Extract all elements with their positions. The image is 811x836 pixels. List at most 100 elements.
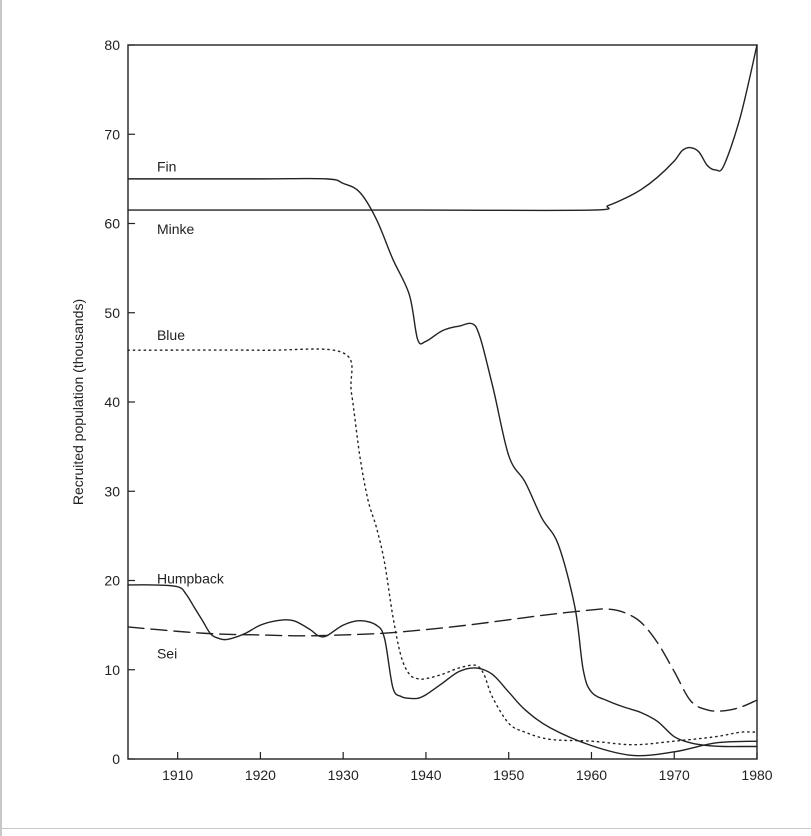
data-point-fin — [176, 177, 180, 181]
data-point-minke — [606, 204, 610, 208]
data-point-sei — [300, 634, 304, 638]
data-point-sei — [656, 641, 660, 645]
x-tick-label: 1950 — [493, 767, 524, 783]
data-point-sei — [623, 611, 627, 615]
data-point-fin — [606, 699, 610, 703]
data-point-sei — [755, 698, 759, 702]
data-point-fin — [672, 735, 676, 739]
data-point-sei — [465, 623, 469, 627]
data-point-sei — [672, 670, 676, 674]
series-minke — [127, 43, 759, 212]
series-layer — [126, 43, 759, 757]
data-point-minke — [656, 175, 660, 179]
data-point-humpback — [548, 726, 552, 730]
series-sei — [127, 608, 759, 713]
data-point-blue — [672, 739, 676, 743]
data-point-minke — [689, 146, 693, 150]
data-point-sei — [258, 633, 262, 637]
series-label-fin: Fin — [157, 158, 176, 174]
data-point-blue — [714, 735, 718, 739]
data-point-fin — [457, 324, 461, 328]
data-point-sei — [738, 705, 742, 709]
data-point-fin — [581, 668, 585, 672]
data-point-sei — [689, 699, 693, 703]
data-point-blue — [482, 672, 486, 676]
data-point-fin — [126, 177, 130, 181]
series-label-humpback: Humpback — [157, 571, 225, 587]
y-tick-label: 80 — [104, 37, 120, 53]
data-point-fin — [407, 293, 411, 297]
data-point-humpback — [589, 744, 593, 748]
data-point-blue — [374, 525, 378, 529]
series-labels: Fin Minke Blue Humpback Sei — [157, 158, 225, 661]
data-point-humpback — [151, 583, 155, 587]
y-tick-label: 40 — [104, 394, 120, 410]
data-point-fin — [573, 605, 577, 609]
data-point-humpback — [457, 670, 461, 674]
data-point-blue — [490, 695, 494, 699]
data-point-fin — [490, 382, 494, 386]
series-line-fin — [127, 177, 758, 748]
data-point-fin — [441, 329, 445, 333]
data-point-humpback — [292, 619, 296, 623]
data-point-humpback — [755, 739, 759, 743]
data-point-blue — [548, 737, 552, 741]
y-tick-label: 60 — [104, 216, 120, 232]
data-point-humpback — [672, 750, 676, 754]
data-point-sei — [705, 708, 709, 712]
data-point-blue — [126, 348, 130, 352]
x-tick-label: 1920 — [245, 767, 276, 783]
y-tick-label: 30 — [104, 483, 120, 499]
data-point-humpback — [416, 696, 420, 700]
data-point-blue — [399, 654, 403, 658]
data-point-humpback — [225, 637, 229, 641]
data-point-sei — [722, 709, 726, 713]
data-point-minke — [722, 163, 726, 167]
data-point-fin — [325, 177, 329, 181]
series-fin — [126, 177, 759, 749]
data-point-sei — [176, 629, 180, 633]
x-tick-label: 1940 — [410, 767, 441, 783]
data-point-humpback — [358, 619, 362, 623]
series-label-blue: Blue — [157, 327, 185, 343]
data-point-fin — [556, 543, 560, 547]
data-point-sei — [424, 628, 428, 632]
data-point-fin — [623, 705, 627, 709]
data-point-fin — [474, 324, 478, 328]
data-point-fin — [341, 181, 345, 185]
axis-ticks: 1910 1920 1930 1940 1950 1960 1970 1980 0 10 20 30 4… — [104, 37, 772, 783]
series-line-blue — [127, 348, 758, 746]
data-point-sei — [639, 620, 643, 624]
data-point-minke — [424, 208, 428, 212]
data-point-fin — [374, 217, 378, 221]
series-line-humpback — [127, 584, 758, 757]
data-point-blue — [441, 672, 445, 676]
data-point-blue — [383, 561, 387, 565]
data-point-minke — [738, 114, 742, 118]
data-point-blue — [341, 351, 345, 355]
data-point-minke — [589, 208, 593, 212]
data-point-fin — [507, 454, 511, 458]
data-point-minke — [755, 43, 759, 47]
data-point-humpback — [383, 637, 387, 641]
data-point-fin — [639, 711, 643, 715]
data-point-humpback — [217, 637, 221, 641]
data-point-humpback — [126, 583, 130, 587]
data-point-humpback — [441, 681, 445, 685]
data-point-minke — [697, 150, 701, 154]
data-point-humpback — [714, 741, 718, 745]
data-point-blue — [349, 391, 353, 395]
data-point-humpback — [407, 696, 411, 700]
data-point-fin — [738, 745, 742, 749]
data-point-fin — [656, 720, 660, 724]
data-point-fin — [416, 338, 420, 342]
data-point-sei — [548, 612, 552, 616]
data-point-blue — [631, 743, 635, 747]
data-point-humpback — [391, 686, 395, 690]
y-axis-title: Recruited population (thousands) — [70, 299, 86, 505]
data-point-blue — [523, 730, 527, 734]
data-point-fin — [755, 745, 759, 749]
data-point-minke — [672, 159, 676, 163]
data-point-humpback — [308, 628, 312, 632]
